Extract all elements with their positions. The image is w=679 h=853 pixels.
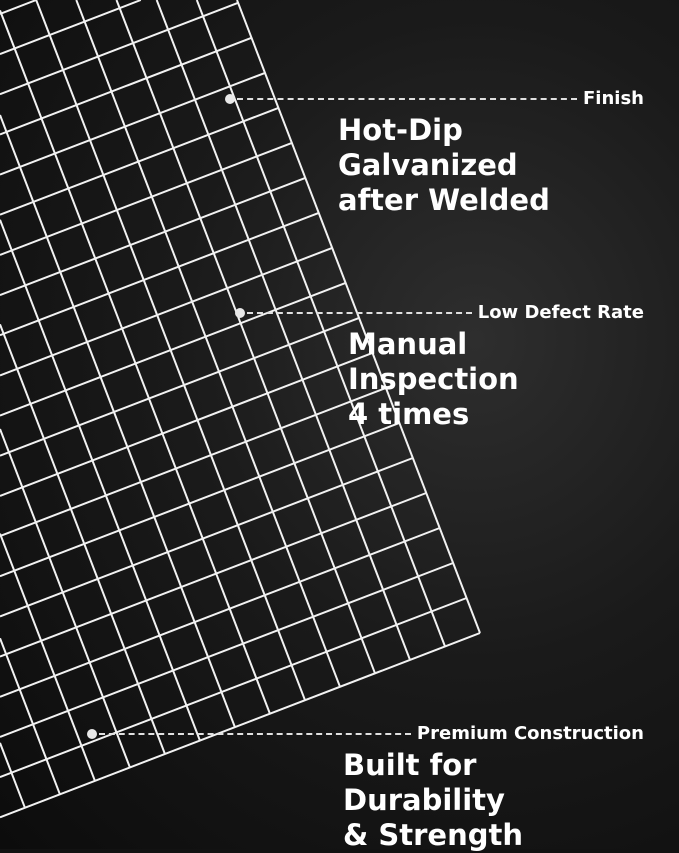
mesh-wire-vertical [0,428,131,768]
callout-headline-line: Hot-Dip Galvanized [338,113,518,182]
mesh-wire-horizontal [0,386,387,538]
mesh-wire-vertical [0,323,166,755]
mesh-wire-horizontal [0,1,239,96]
dashed-leader-line [98,732,411,735]
mesh-wire-vertical [155,0,411,661]
mesh-wire-horizontal [0,597,467,779]
callout-finish: Finish Hot-Dip Galvanized after Welded [220,88,644,218]
callout-label: Finish [583,88,644,109]
mesh-wire-horizontal [0,106,279,216]
mesh-wire-vertical [0,10,271,714]
mesh-wire-horizontal [0,351,373,497]
pointer-dot [225,93,236,104]
pointer-dot [86,728,97,739]
mesh-wire-horizontal [0,71,266,176]
mesh-wire-horizontal [0,457,414,618]
callout-headline-line: 4 times [348,397,470,431]
callout-premium-construction: Premium Construction Built for Durabilit… [56,723,644,853]
mesh-wire-horizontal [0,562,454,738]
dashed-leader-line [246,311,472,314]
callout-headline-line: after Welded [338,183,550,217]
mesh-wire-horizontal [0,0,142,56]
mesh-wire-vertical [0,637,61,795]
mesh-wire-vertical [115,0,376,674]
mesh-wire-horizontal [0,632,481,819]
mesh-wire-horizontal [0,527,441,698]
mesh-wire-vertical [75,0,341,688]
mesh-wire-horizontal [0,246,333,377]
mesh-wire-horizontal [0,36,252,136]
dashed-leader-line [237,97,578,100]
mesh-wire-horizontal [0,141,293,256]
mesh-wire-horizontal [0,492,427,658]
mesh-wire-horizontal [0,281,346,417]
mesh-wire-horizontal [0,316,360,457]
callout-headline-line: Built for Durability [343,748,505,817]
callout-label: Low Defect Rate [477,302,644,323]
mesh-wire-vertical [195,0,446,647]
mesh-wire-vertical [0,219,201,741]
mesh-wire-vertical [0,742,26,809]
pointer-dot [234,307,245,318]
mesh-wire-horizontal [0,176,306,297]
callout-headline-line: & Strength [343,818,524,852]
callout-label: Premium Construction [416,723,644,744]
callout-headline-line: Manual Inspection [348,327,519,396]
mesh-wire-horizontal [0,0,37,15]
mesh-wire-horizontal [0,421,400,578]
callout-low-defect-rate: Low Defect Rate Manual Inspection 4 times [218,302,644,432]
mesh-wire-vertical [0,114,236,728]
mesh-wire-vertical [0,533,96,782]
mesh-wire-horizontal [0,211,320,337]
